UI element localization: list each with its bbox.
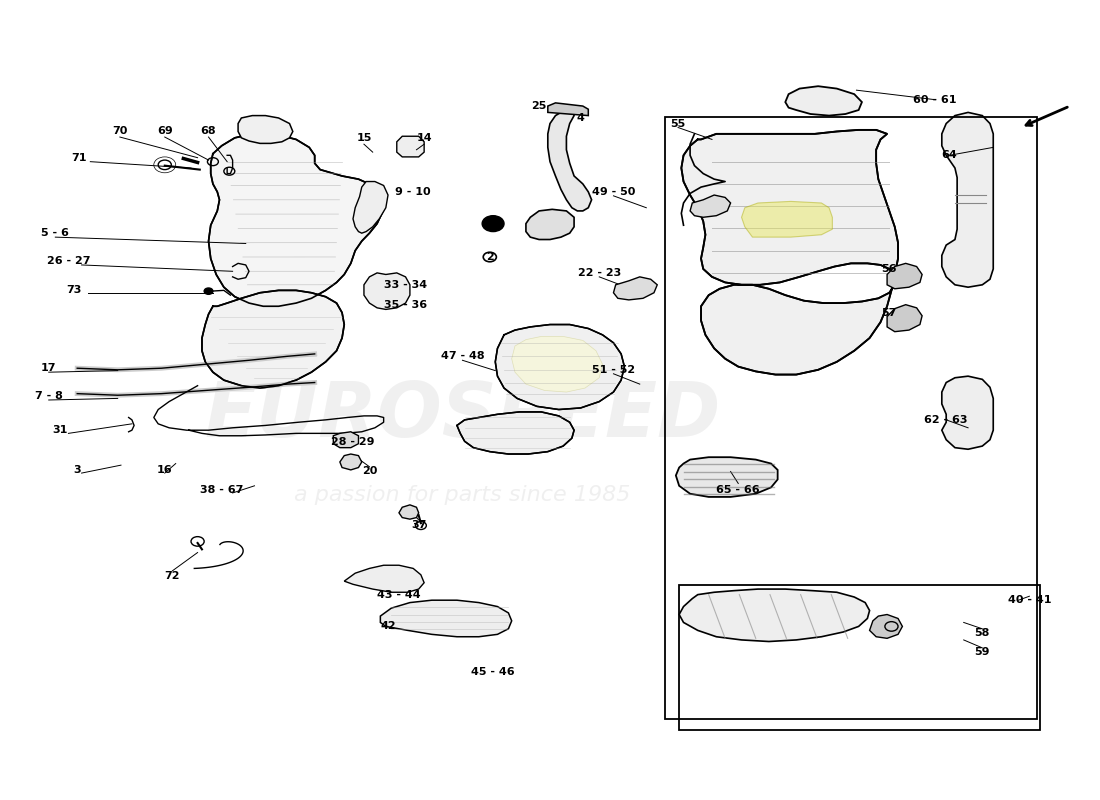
- Text: 14: 14: [416, 133, 432, 143]
- Text: 69: 69: [157, 126, 173, 137]
- Polygon shape: [681, 130, 898, 374]
- Polygon shape: [741, 202, 833, 237]
- Polygon shape: [887, 305, 922, 332]
- Polygon shape: [679, 589, 870, 642]
- Text: 16: 16: [157, 465, 173, 475]
- Polygon shape: [364, 273, 410, 310]
- Text: 5 - 6: 5 - 6: [42, 228, 69, 238]
- Text: 2: 2: [486, 252, 494, 262]
- Polygon shape: [614, 277, 658, 300]
- Text: 9 - 10: 9 - 10: [395, 187, 431, 197]
- Text: 25: 25: [531, 101, 547, 111]
- Polygon shape: [333, 432, 359, 448]
- Bar: [679, 585, 1041, 730]
- Polygon shape: [690, 195, 730, 218]
- Text: 56: 56: [881, 264, 896, 274]
- Polygon shape: [209, 134, 384, 306]
- Text: 22 - 23: 22 - 23: [578, 268, 620, 278]
- Text: 72: 72: [165, 571, 180, 582]
- Polygon shape: [397, 136, 425, 157]
- Text: 58: 58: [975, 628, 990, 638]
- Polygon shape: [399, 505, 419, 519]
- Text: 3: 3: [74, 465, 81, 475]
- Text: EUROSPEED: EUROSPEED: [205, 379, 720, 453]
- Polygon shape: [512, 337, 603, 392]
- Circle shape: [482, 216, 504, 231]
- Polygon shape: [238, 115, 293, 143]
- Text: 64: 64: [942, 150, 957, 160]
- Polygon shape: [526, 210, 574, 239]
- Text: 57: 57: [881, 308, 896, 318]
- Polygon shape: [353, 182, 388, 233]
- Polygon shape: [548, 108, 592, 211]
- Text: 68: 68: [200, 126, 217, 137]
- Text: 55: 55: [670, 118, 685, 129]
- Text: a passion for parts since 1985: a passion for parts since 1985: [295, 486, 630, 506]
- Polygon shape: [548, 103, 588, 115]
- Polygon shape: [887, 263, 922, 289]
- Polygon shape: [675, 457, 778, 497]
- Text: 43 - 44: 43 - 44: [377, 590, 421, 600]
- Polygon shape: [870, 614, 902, 638]
- Polygon shape: [202, 290, 344, 388]
- Text: 17: 17: [41, 363, 56, 374]
- Text: 35 - 36: 35 - 36: [384, 300, 427, 310]
- Text: 31: 31: [52, 425, 67, 435]
- Text: 33 - 34: 33 - 34: [384, 280, 427, 290]
- Text: 60 - 61: 60 - 61: [913, 94, 957, 105]
- Text: 7 - 8: 7 - 8: [35, 391, 63, 401]
- Polygon shape: [942, 113, 993, 287]
- Polygon shape: [495, 325, 625, 410]
- Polygon shape: [785, 86, 862, 115]
- Text: 42: 42: [381, 622, 396, 631]
- Text: 62 - 63: 62 - 63: [924, 415, 968, 425]
- Text: 4: 4: [576, 113, 584, 123]
- Text: 59: 59: [975, 647, 990, 657]
- Text: 37: 37: [411, 520, 427, 530]
- Polygon shape: [381, 600, 512, 637]
- Polygon shape: [942, 376, 993, 450]
- Text: 73: 73: [66, 286, 81, 295]
- Text: 30: 30: [485, 220, 501, 230]
- Text: 20: 20: [362, 466, 377, 477]
- Text: 15: 15: [356, 133, 372, 143]
- Text: 38 - 67: 38 - 67: [200, 485, 243, 494]
- Text: 40 - 41: 40 - 41: [1008, 595, 1052, 605]
- Text: 51 - 52: 51 - 52: [592, 365, 635, 375]
- Circle shape: [205, 288, 213, 294]
- Text: 45 - 46: 45 - 46: [471, 667, 515, 678]
- Text: 65 - 66: 65 - 66: [716, 485, 760, 494]
- Text: 47 - 48: 47 - 48: [441, 351, 484, 362]
- Text: 49 - 50: 49 - 50: [592, 187, 635, 197]
- Text: 70: 70: [112, 126, 128, 137]
- Text: 28 - 29: 28 - 29: [331, 437, 375, 447]
- Polygon shape: [344, 566, 425, 592]
- Bar: [664, 117, 1037, 719]
- Polygon shape: [340, 454, 362, 470]
- Polygon shape: [456, 412, 574, 454]
- Text: 26 - 27: 26 - 27: [46, 256, 90, 266]
- Text: 71: 71: [72, 153, 87, 162]
